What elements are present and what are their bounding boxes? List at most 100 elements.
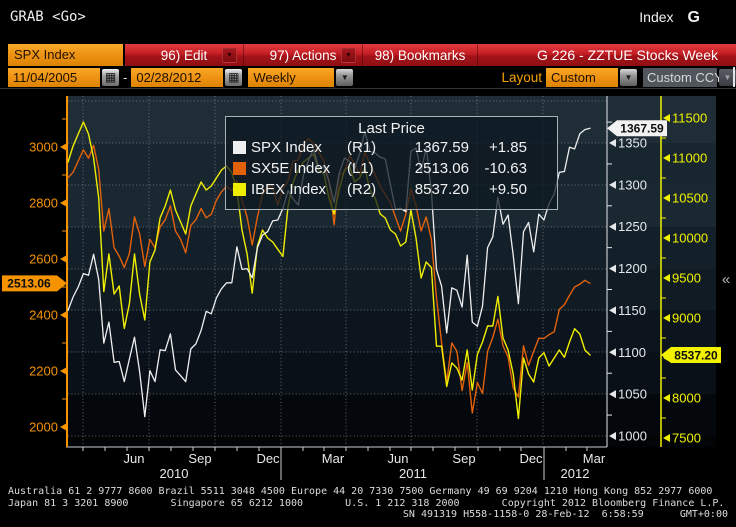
actions-button-label: 97) Actions	[269, 47, 337, 63]
function-label: Index	[639, 9, 674, 25]
axis-tick-label: 2600	[29, 252, 58, 267]
axis-tick-arrow	[663, 354, 670, 362]
footer-line-3: SN 491319 H558-1158-0 28-Feb-12 6:58:59 …	[402, 509, 728, 520]
end-date-calendar-button[interactable]: ▦	[225, 68, 243, 86]
x-axis-year-label: 2011	[399, 466, 427, 481]
legend-last-value: 1367.59	[414, 139, 469, 156]
toolbar-red-area: 96) Edit ▼ 97) Actions ▼ 98) Bookmarks G…	[125, 44, 736, 66]
legend-series-name: IBEX Index	[251, 181, 327, 198]
legend-change-value: +9.50	[489, 181, 527, 198]
axis-tick-label: 1000	[618, 429, 647, 444]
chart-band	[67, 436, 716, 447]
legend-change-value: -10.63	[484, 160, 527, 177]
bookmarks-button[interactable]: 98) Bookmarks	[363, 44, 478, 66]
axis-tick-arrow	[609, 390, 616, 399]
collapse-panel-chevron[interactable]: «	[721, 271, 731, 288]
bookmarks-button-label: 98) Bookmarks	[374, 47, 466, 63]
chart-title: G 226 - ZZTUE Stocks Week	[536, 47, 718, 63]
chart-band	[67, 269, 716, 310]
legend-title: Last Price	[358, 120, 425, 137]
currency-dropdown-icon[interactable]: ▼	[719, 68, 736, 86]
axis-tick-label: 2800	[29, 196, 58, 211]
legend-last-value: 8537.20	[414, 181, 469, 198]
legend-swatch	[233, 141, 246, 154]
axis-tick-label: 1350	[618, 136, 647, 151]
axis-tick-arrow	[663, 194, 670, 202]
axis-tick-label: 9500	[672, 271, 701, 286]
start-date-field[interactable]: 11/04/2005	[8, 67, 100, 87]
main-toolbar: SPX Index 96) Edit ▼ 97) Actions ▼ 98) B…	[0, 44, 736, 66]
axis-tick-arrow	[60, 311, 67, 319]
period-select[interactable]: Weekly	[248, 67, 335, 87]
axis-tick-arrow	[609, 222, 616, 231]
layout-select[interactable]: Custom	[546, 67, 618, 87]
date-range-dash: -	[123, 69, 128, 85]
axis-tick-label: 3000	[29, 140, 58, 155]
legend-change-value: +1.85	[489, 139, 527, 156]
axis-tick-arrow	[609, 139, 616, 147]
x-axis-month-label: Jun	[124, 451, 145, 466]
axis-tick-arrow	[60, 423, 67, 431]
top-command-bar: GRAB <Go> Index G	[0, 0, 736, 44]
legend-row: IBEX Index (R2) 8537.20 +9.50	[226, 179, 557, 200]
price-tag-value: 8537.20	[674, 348, 718, 362]
axis-tick-label: 10000	[672, 231, 708, 246]
axis-tick-label: 1100	[618, 345, 646, 360]
ticker-field[interactable]: SPX Index	[8, 44, 123, 66]
axis-tick-label: 8500	[672, 351, 701, 366]
footer-line-1: Australia 61 2 9777 8600 Brazil 5511 304…	[8, 486, 713, 497]
axis-tick-arrow	[60, 255, 67, 263]
axis-tick-arrow	[663, 274, 670, 282]
command-line[interactable]: GRAB <Go>	[10, 9, 86, 25]
axis-tick-arrow	[663, 154, 670, 162]
actions-dropdown-icon[interactable]: ▼	[341, 47, 356, 63]
footer-line-2: Japan 81 3 3201 8900 Singapore 65 6212 1…	[8, 497, 725, 509]
axis-tick-label: 1200	[618, 261, 647, 276]
actions-button[interactable]: 97) Actions ▼	[244, 44, 363, 66]
function-indicator: Index G	[639, 9, 700, 27]
currency-select[interactable]: Custom CCY	[643, 67, 723, 87]
axis-tick-arrow	[663, 394, 670, 402]
axis-tick-label: 7500	[672, 431, 701, 446]
price-tag-spx	[607, 120, 667, 137]
axis-tick-label: 1300	[618, 177, 647, 192]
end-date-field[interactable]: 02/28/2012	[131, 67, 224, 87]
legend-row: SPX Index (R1) 1367.59 +1.85	[226, 137, 557, 158]
edit-dropdown-icon[interactable]: ▼	[222, 47, 237, 63]
layout-dropdown-icon[interactable]: ▼	[620, 68, 637, 86]
axis-tick-arrow	[663, 314, 670, 322]
axis-tick-arrow	[609, 180, 616, 189]
layout-label: Layout	[501, 69, 542, 85]
axis-tick-label: 9000	[672, 311, 701, 326]
legend-series-name: SPX Index	[251, 139, 322, 156]
axis-tick-arrow	[609, 348, 616, 357]
legend-last-value: 2513.06	[414, 160, 469, 177]
axis-tick-label: 1050	[618, 387, 647, 402]
period-dropdown-icon[interactable]: ▼	[336, 68, 354, 86]
axis-tick-arrow	[609, 264, 616, 273]
axis-tick-label: 2200	[29, 364, 58, 379]
edit-button-label: 96) Edit	[160, 47, 208, 63]
scrollbar-edge	[733, 67, 735, 87]
start-date-calendar-button[interactable]: ▦	[102, 68, 119, 86]
chart-band	[67, 310, 716, 352]
chart-band	[67, 352, 716, 394]
chart-band	[67, 227, 716, 269]
footer: Australia 61 2 9777 8600 Brazil 5511 304…	[0, 484, 736, 521]
axis-tick-arrow	[60, 199, 67, 207]
axis-tick-arrow	[609, 432, 616, 440]
axis-tick-label: 2400	[29, 308, 58, 323]
legend-scale-label: (R1)	[347, 139, 377, 156]
axis-tick-arrow	[663, 114, 670, 122]
calendar-icon: ▦	[104, 70, 117, 84]
legend-series-name: SX5E Index	[251, 160, 331, 177]
legend-rows: SPX Index (R1) 1367.59 +1.85 SX5E Index (L1) 2…	[226, 137, 557, 200]
legend-scale-label: (R2)	[347, 181, 377, 198]
chart-band	[67, 394, 716, 436]
x-axis-month-label: Dec	[256, 451, 280, 466]
edit-button[interactable]: 96) Edit ▼	[125, 44, 244, 66]
axis-tick-arrow	[60, 143, 67, 151]
axis-tick-arrow	[663, 234, 670, 242]
legend-box[interactable]: Last Price SPX Index (R1) 1367.59 +1.85 SX5E…	[225, 116, 558, 210]
x-axis-month-label: Mar	[583, 451, 606, 466]
